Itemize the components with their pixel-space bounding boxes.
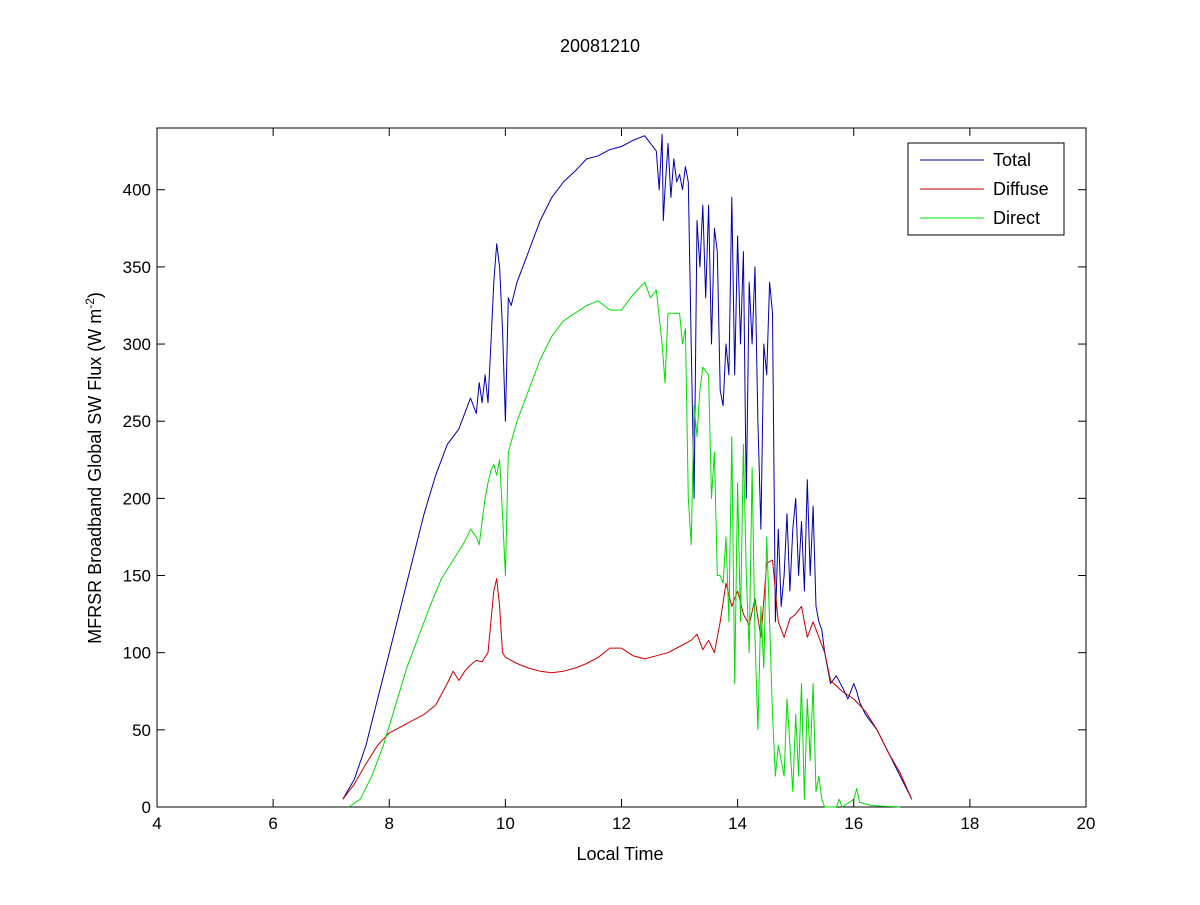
y-axis-label: MFRSR Broadband Global SW Flux (W m-2) xyxy=(83,292,105,644)
x-tick-label: 6 xyxy=(268,814,277,833)
x-tick-label: 10 xyxy=(496,814,515,833)
y-axis-label-superscript: -2 xyxy=(83,298,97,309)
y-tick-label: 0 xyxy=(142,798,151,817)
x-tick-label: 4 xyxy=(152,814,161,833)
y-tick-label: 400 xyxy=(123,181,151,200)
plot-area xyxy=(156,127,1087,808)
x-tick-label: 20 xyxy=(1077,814,1096,833)
x-tick-label: 12 xyxy=(612,814,631,833)
legend-label-diffuse: Diffuse xyxy=(993,179,1049,199)
y-tick-label: 250 xyxy=(123,412,151,431)
x-tick-label: 16 xyxy=(844,814,863,833)
x-axis-label: Local Time xyxy=(576,844,663,864)
series-line-diffuse xyxy=(342,559,913,800)
x-tick-label: 14 xyxy=(728,814,747,833)
legend-label-total: Total xyxy=(993,150,1031,170)
y-tick-label: 50 xyxy=(132,721,151,740)
y-tick-label: 200 xyxy=(123,489,151,508)
chart-title: 20081210 xyxy=(560,36,640,56)
y-tick-label: 100 xyxy=(123,644,151,663)
y-tick-label: 150 xyxy=(123,567,151,586)
series-layer xyxy=(342,133,913,808)
x-tick-label: 18 xyxy=(960,814,979,833)
y-axis-label-close: ) xyxy=(85,292,105,298)
x-tick-label: 8 xyxy=(385,814,394,833)
series-line-direct xyxy=(348,281,901,808)
series-line-total xyxy=(342,133,913,800)
y-tick-label: 350 xyxy=(123,258,151,277)
y-tick-label: 300 xyxy=(123,335,151,354)
y-axis-label-main: MFRSR Broadband Global SW Flux (W m xyxy=(85,309,105,644)
legend: Total Diffuse Direct xyxy=(907,142,1065,236)
legend-label-direct: Direct xyxy=(993,208,1040,228)
